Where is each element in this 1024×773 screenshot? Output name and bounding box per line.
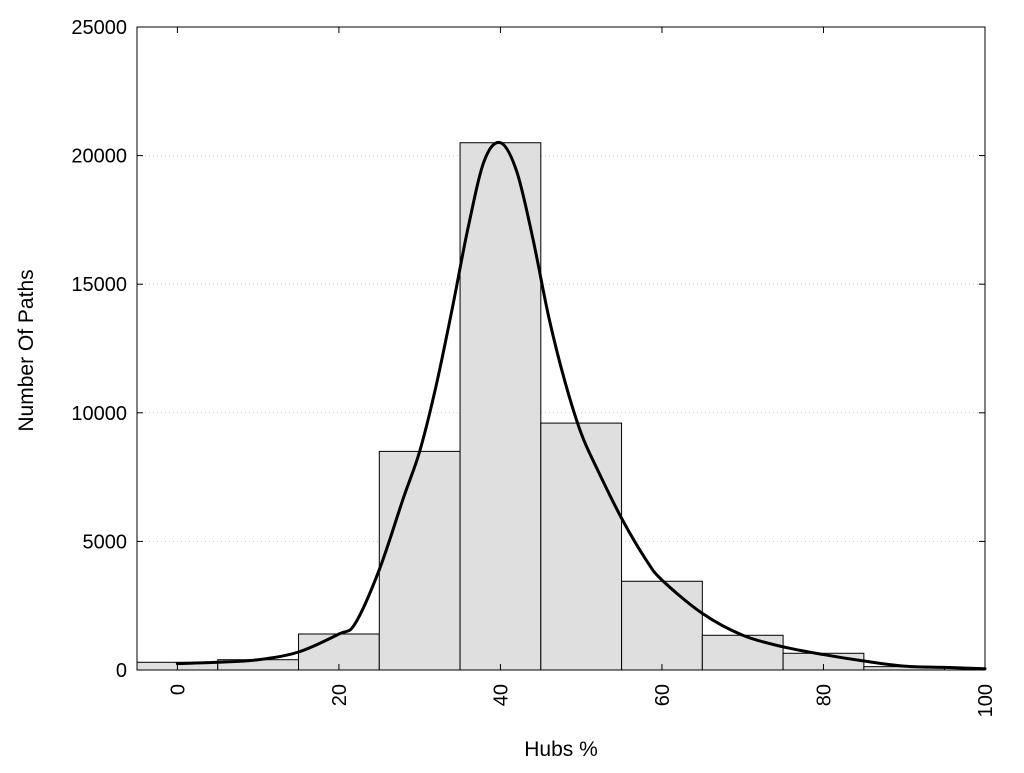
x-tick-label-3: 60 bbox=[652, 684, 674, 706]
bar-6 bbox=[621, 580, 703, 671]
density-curve bbox=[175, 140, 987, 671]
density-curve-line bbox=[175, 140, 987, 671]
bar-3 bbox=[378, 450, 461, 671]
x-axis-label: Hubs % bbox=[524, 738, 598, 761]
bar-7 bbox=[701, 634, 784, 671]
y-tick-label-0: 0 bbox=[116, 660, 127, 682]
y-tick-label-2: 10000 bbox=[71, 403, 127, 425]
x-axis-ticks: 0 20 40 60 80 100 bbox=[167, 27, 997, 717]
bar-2 bbox=[298, 633, 380, 671]
x-tick-label-4: 80 bbox=[813, 684, 835, 706]
histogram-bars bbox=[136, 142, 946, 671]
x-tick-label-2: 40 bbox=[490, 684, 512, 706]
plot-frame bbox=[136, 26, 986, 671]
y-tick-label-1: 5000 bbox=[83, 531, 128, 553]
y-axis-label: Number Of Paths bbox=[15, 269, 38, 431]
bar-5 bbox=[540, 422, 623, 671]
y-tick-label-5: 25000 bbox=[71, 17, 127, 39]
y-axis-ticks: 0 5000 10000 15000 20000 25000 bbox=[71, 17, 985, 682]
bar-4 bbox=[459, 142, 542, 671]
x-tick-label-0: 0 bbox=[167, 684, 189, 695]
y-tick-label-3: 15000 bbox=[71, 274, 127, 296]
y-tick-label-4: 20000 bbox=[71, 146, 127, 168]
x-tick-label-1: 20 bbox=[329, 684, 351, 706]
x-tick-label-5: 100 bbox=[975, 684, 997, 717]
